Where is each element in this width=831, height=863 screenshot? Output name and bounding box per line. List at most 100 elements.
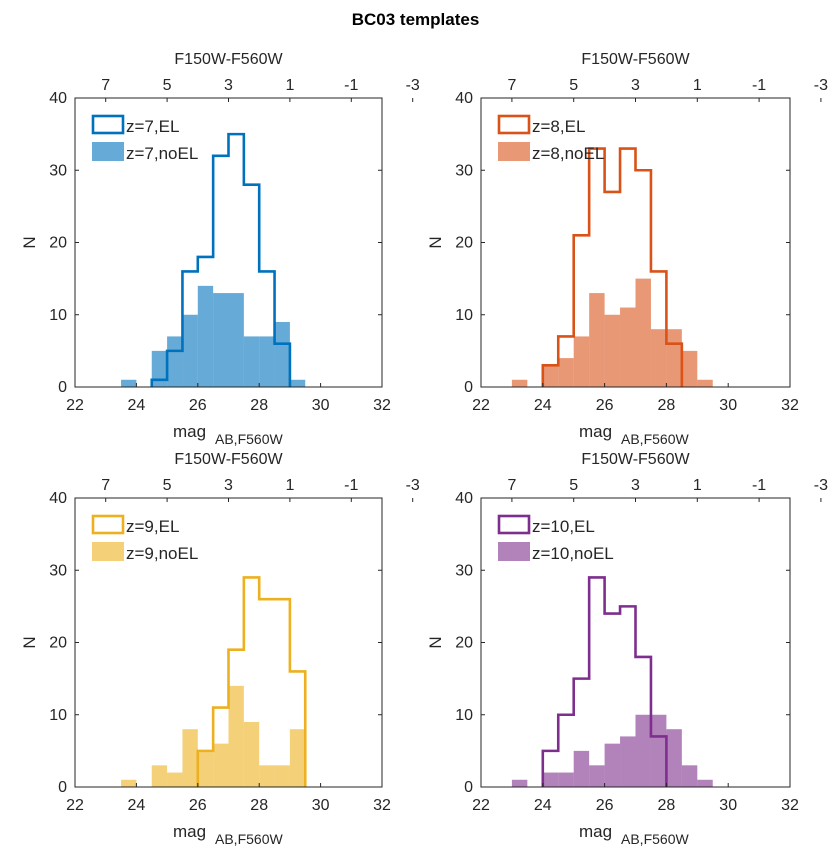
top-tick-label: -1 [344, 77, 358, 94]
legend: z=8,EL z=8,noEL [497, 114, 604, 163]
top-tick-label: 5 [163, 477, 172, 494]
x-tick-label: 28 [658, 797, 676, 814]
x-axis-label-subscript: AB,F560W [621, 431, 689, 447]
top-tick-label: 7 [507, 77, 516, 94]
figure-title: BC03 templates [351, 10, 480, 29]
legend-swatch-el [91, 114, 125, 135]
legend: z=9,EL z=9,noEL [91, 514, 198, 563]
histogram-bar-noel [697, 779, 713, 787]
top-tick-label: -3 [406, 77, 420, 94]
filled-histogram [511, 714, 713, 787]
histogram-bar-noel [573, 336, 590, 387]
y-tick-label: 30 [49, 562, 67, 579]
top-tick-label: -1 [344, 477, 358, 494]
legend-label-el: z=9,EL [126, 517, 179, 536]
legend-swatch-noel [92, 142, 124, 161]
y-tick-label: 40 [455, 90, 473, 107]
histogram-outline-el [541, 147, 684, 387]
x-tick-label: 30 [312, 797, 330, 814]
y-tick-label: 10 [455, 707, 473, 724]
histogram-bar-noel [650, 714, 667, 787]
legend-label-el: z=10,EL [532, 517, 595, 536]
legend-swatch-el [497, 114, 531, 135]
y-axis-label: N [20, 636, 39, 648]
y-axis-label: N [20, 236, 39, 248]
histogram-bar-noel [197, 750, 214, 787]
histogram-bar-noel [542, 772, 559, 787]
top-tick-label: 3 [631, 477, 640, 494]
x-axis-label-main: mag [579, 422, 612, 441]
histogram-bar-noel [274, 765, 290, 787]
histogram-bar-noel [620, 307, 636, 387]
filled-histogram [121, 685, 306, 787]
x-tick-label: 22 [66, 397, 84, 414]
legend-swatch-el [497, 514, 531, 535]
top-tick-label: 3 [224, 77, 233, 94]
top-tick-label: 1 [285, 77, 294, 94]
histogram-bar-noel [151, 350, 168, 387]
top-axis-label: F150W-F560W [581, 451, 690, 468]
histogram-bar-noel [635, 714, 651, 787]
x-axis-label-subscript: AB,F560W [215, 431, 283, 447]
top-tick-label: 5 [569, 77, 578, 94]
y-axis-label: N [426, 636, 445, 648]
histogram-bar-noel [604, 743, 621, 787]
histogram-bar-noel [259, 336, 275, 387]
x-axis-label-main: mag [579, 822, 612, 841]
legend-swatch-noel [498, 142, 530, 161]
y-tick-label: 0 [58, 779, 67, 796]
histogram-bar-noel [635, 278, 651, 387]
histogram-bar-noel [243, 336, 260, 387]
x-tick-label: 22 [472, 797, 490, 814]
top-tick-label: 7 [507, 477, 516, 494]
legend: z=7,EL z=7,noEL [91, 114, 198, 163]
histogram-panel-3: 22 24 26 28 30 32 0 10 20 30 40 7 5 3 1 -1 -3 F150W-F560W… [20, 451, 420, 847]
legend-label-noel: z=10,noEL [532, 544, 614, 563]
x-axis-label-main: mag [173, 822, 206, 841]
y-tick-label: 0 [464, 379, 473, 396]
x-axis-label-subscript: AB,F560W [621, 831, 689, 847]
histogram-bar-noel [289, 379, 306, 387]
histogram-bar-noel [604, 314, 621, 387]
top-tick-label: -1 [752, 77, 766, 94]
histogram-bar-noel [228, 293, 244, 387]
histogram-bar-noel [182, 729, 198, 787]
x-tick-label: 26 [189, 397, 207, 414]
histogram-bar-noel [213, 743, 229, 787]
x-tick-label: 30 [719, 797, 737, 814]
x-tick-label: 22 [66, 797, 84, 814]
histogram-bar-noel [589, 765, 605, 787]
x-tick-label: 32 [781, 797, 799, 814]
histogram-bar-noel [121, 779, 137, 787]
y-tick-label: 20 [49, 635, 67, 652]
histogram-outline-el [150, 132, 292, 387]
y-tick-label: 10 [49, 707, 67, 724]
legend-label-el: z=8,EL [532, 117, 585, 136]
y-tick-label: 30 [455, 562, 473, 579]
histogram-bar-noel [289, 729, 306, 787]
top-axis-label: F150W-F560W [581, 51, 690, 68]
top-tick-label: 7 [101, 77, 110, 94]
y-tick-label: 10 [49, 307, 67, 324]
filled-histogram [121, 285, 306, 387]
top-tick-label: 3 [631, 77, 640, 94]
top-tick-label: 1 [285, 477, 294, 494]
x-axis-label-main: mag [173, 422, 206, 441]
top-axis-label: F150W-F560W [174, 51, 283, 68]
x-tick-label: 32 [373, 397, 391, 414]
top-axis-label: F150W-F560W [174, 451, 283, 468]
x-tick-label: 26 [596, 397, 614, 414]
legend-swatch-el [91, 514, 125, 535]
histogram-bar-noel [151, 765, 168, 787]
histogram-bar-noel [511, 379, 528, 387]
top-tick-label: 5 [569, 477, 578, 494]
x-tick-label: 24 [534, 397, 552, 414]
histogram-bar-noel [681, 765, 698, 787]
legend: z=10,EL z=10,noEL [497, 514, 614, 563]
y-tick-label: 0 [464, 779, 473, 796]
histogram-bar-noel [121, 379, 137, 387]
y-tick-label: 0 [58, 379, 67, 396]
legend-label-noel: z=7,noEL [126, 144, 198, 163]
top-tick-label: -3 [406, 477, 420, 494]
